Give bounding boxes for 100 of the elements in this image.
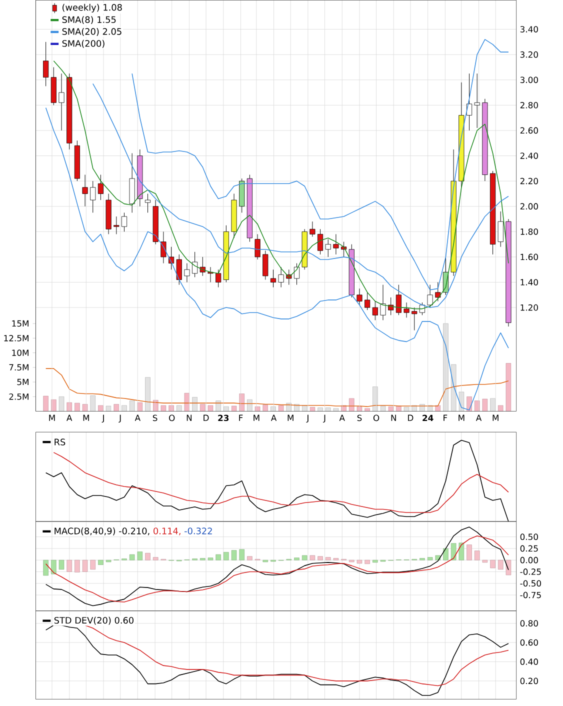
- bar: [310, 555, 316, 560]
- candlestick: [318, 228, 324, 255]
- candlestick: [270, 269, 276, 288]
- x-tick-label: M: [458, 414, 464, 421]
- y-tick-label: 0.80: [520, 620, 538, 626]
- candlestick: [90, 180, 96, 213]
- bar: [318, 556, 323, 560]
- bar: [129, 400, 135, 412]
- bar: [450, 543, 456, 560]
- candlestick: [98, 174, 104, 200]
- legend-label: (weekly) 1.08: [62, 4, 122, 12]
- bar: [129, 554, 135, 560]
- y-tick-label: 0.25: [520, 545, 538, 552]
- bar: [43, 396, 48, 412]
- candlestick: [121, 212, 128, 232]
- bar: [137, 552, 143, 560]
- bar: [356, 560, 362, 564]
- bar: [466, 544, 472, 560]
- x-tick-label: J: [323, 414, 326, 423]
- y2-tick-label: 7.5M: [9, 364, 28, 371]
- bar: [58, 560, 64, 570]
- y-tick-label: 0.60: [520, 639, 538, 646]
- candlestick: [333, 234, 339, 255]
- candlestick: [114, 216, 120, 234]
- legend-label: SMA(20) 2.05: [62, 28, 122, 36]
- x-tick-label: O: [373, 414, 380, 422]
- bar: [380, 406, 386, 412]
- candlestick: [396, 284, 402, 316]
- bar: [231, 406, 237, 412]
- candlestick: [254, 234, 260, 260]
- x-tick-label: M: [83, 414, 89, 421]
- x-tick-label: A: [270, 414, 277, 421]
- bar: [490, 560, 496, 568]
- bar: [239, 549, 245, 560]
- x-tick-label: S: [152, 414, 158, 422]
- legend-label: SMA(200): [62, 40, 104, 48]
- x-tick-label: O: [169, 414, 175, 422]
- candlestick: [216, 269, 222, 288]
- candlestick: [310, 221, 316, 237]
- candlestick: [294, 263, 300, 286]
- bar: [506, 363, 512, 412]
- candlestick: [380, 284, 386, 320]
- bar: [43, 560, 48, 576]
- x-tick-label: A: [134, 414, 140, 421]
- candlestick: [58, 73, 64, 131]
- candlestick: [435, 282, 441, 302]
- y-tick-label: 1.40: [520, 279, 538, 286]
- y-tick-label: 1.20: [520, 304, 538, 311]
- bar: [247, 556, 252, 560]
- y-tick-label: -0.75: [520, 592, 541, 598]
- y-tick-label: -0.50: [520, 580, 542, 587]
- x-tick-label: N: [391, 414, 396, 421]
- y-tick-label: 2.20: [520, 178, 538, 184]
- bar: [364, 560, 370, 564]
- bar: [262, 404, 268, 412]
- candlestick: [498, 211, 504, 248]
- bar: [58, 396, 64, 412]
- x-tick-label: S: [357, 414, 362, 422]
- x-tick-label: 23: [218, 414, 229, 422]
- candlestick: [176, 254, 182, 286]
- candlestick: [325, 238, 331, 258]
- legend-label: STD DEV(20) 0.60: [54, 616, 134, 625]
- bar: [458, 542, 464, 560]
- x-tick-label: F: [444, 414, 448, 421]
- x-tick-label: A: [339, 414, 345, 421]
- candlestick: [364, 292, 370, 310]
- y-tick-label: 2.40: [520, 152, 538, 159]
- bar: [145, 552, 150, 560]
- candlestick: [145, 193, 151, 213]
- x-tick-label: D: [204, 414, 209, 421]
- y-tick-label: 3.40: [520, 26, 538, 32]
- y-tick-label: 1.80: [520, 228, 538, 235]
- bar: [302, 555, 308, 560]
- candlestick: [474, 73, 480, 128]
- candlestick: [262, 250, 268, 280]
- candlestick: [466, 73, 472, 131]
- text: 0.114,: [154, 528, 180, 536]
- bar: [443, 548, 448, 560]
- bar: [152, 557, 158, 560]
- x-tick-label: A: [476, 414, 482, 421]
- candlestick: [160, 231, 166, 264]
- y-tick-label: 0.40: [520, 658, 538, 665]
- bar: [106, 406, 112, 412]
- x-tick-label: A: [66, 414, 72, 421]
- bar: [294, 558, 300, 560]
- bar: [82, 560, 88, 572]
- bar: [372, 560, 378, 563]
- bar: [506, 560, 512, 576]
- y-tick-label: -0.25: [520, 568, 541, 575]
- x-tick-label: D: [408, 414, 414, 421]
- x-tick-label: M: [492, 414, 498, 421]
- bar: [208, 558, 214, 560]
- candlestick: [278, 266, 284, 288]
- candlestick: [184, 263, 190, 282]
- bar: [90, 560, 96, 570]
- y2-tick-label: 12.5M: [4, 334, 28, 342]
- y-tick-label: 0.20: [520, 678, 538, 684]
- bar: [326, 557, 331, 560]
- y2-tick-label: 15M: [12, 320, 28, 327]
- bar: [216, 400, 221, 412]
